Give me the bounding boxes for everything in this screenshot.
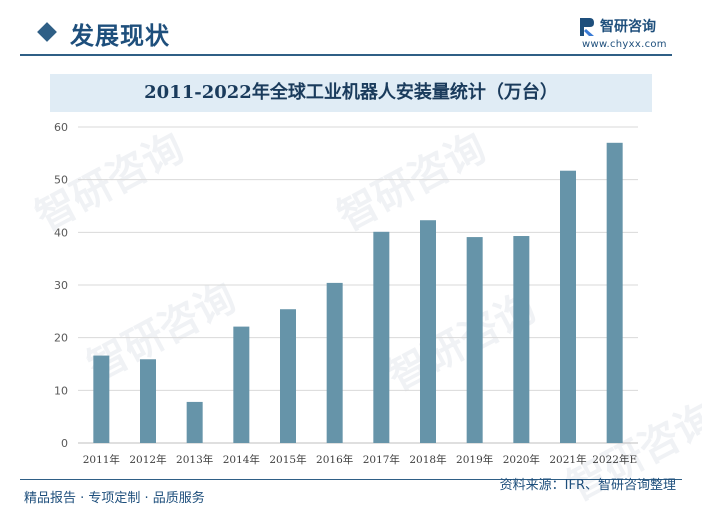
y-tick-label: 50 [54,174,68,187]
source-note: 资料来源：IFR、智研咨询整理 [499,478,676,493]
x-tick-label: 2018年 [409,453,446,466]
bar [420,220,436,443]
bar [326,282,343,443]
bar [186,401,203,443]
x-tick-label: 2019年 [456,453,493,466]
header-divider [20,54,672,56]
x-tick-label: 2015年 [269,453,306,466]
bar [606,142,623,444]
bar [513,236,530,443]
header: 发展现状 智研咨询 www.chyxx.com [0,0,702,56]
logo-url: www.chyxx.com [582,39,667,50]
bar [233,326,250,443]
bar [466,237,483,443]
x-tick-label: 2013年 [176,453,213,466]
bar [373,231,390,443]
bar [560,170,576,444]
footer-slogan: 精品报告 · 专项定制 · 品质服务 [24,491,205,506]
y-tick-label: 10 [54,384,68,397]
bar [93,355,110,443]
footer-divider [20,479,682,480]
chart-title: 2011-2022年全球工业机器人安装量统计（万台） [144,82,558,103]
x-tick-label: 2014年 [223,453,260,466]
y-tick-label: 0 [61,437,68,450]
x-tick-label: 2022年E [592,453,637,466]
y-tick-label: 20 [54,332,68,345]
bar [140,359,156,443]
logo-icon [580,18,594,36]
brand-logo: 智研咨询 www.chyxx.com [578,14,688,50]
x-tick-label: 2020年 [503,453,540,466]
y-tick-label: 40 [54,226,68,239]
y-tick-label: 30 [54,279,68,292]
logo-name: 智研咨询 [600,19,656,35]
x-tick-label: 2016年 [316,453,353,466]
bar [280,309,296,443]
y-tick-label: 60 [54,121,68,134]
x-tick-label: 2021年 [549,453,586,466]
chart-title-bar: 2011-2022年全球工业机器人安装量统计（万台） [50,74,652,112]
x-tick-label: 2012年 [129,453,166,466]
section-title: 发展现状 [70,22,170,50]
x-tick-label: 2011年 [83,453,120,466]
x-tick-label: 2017年 [363,453,400,466]
